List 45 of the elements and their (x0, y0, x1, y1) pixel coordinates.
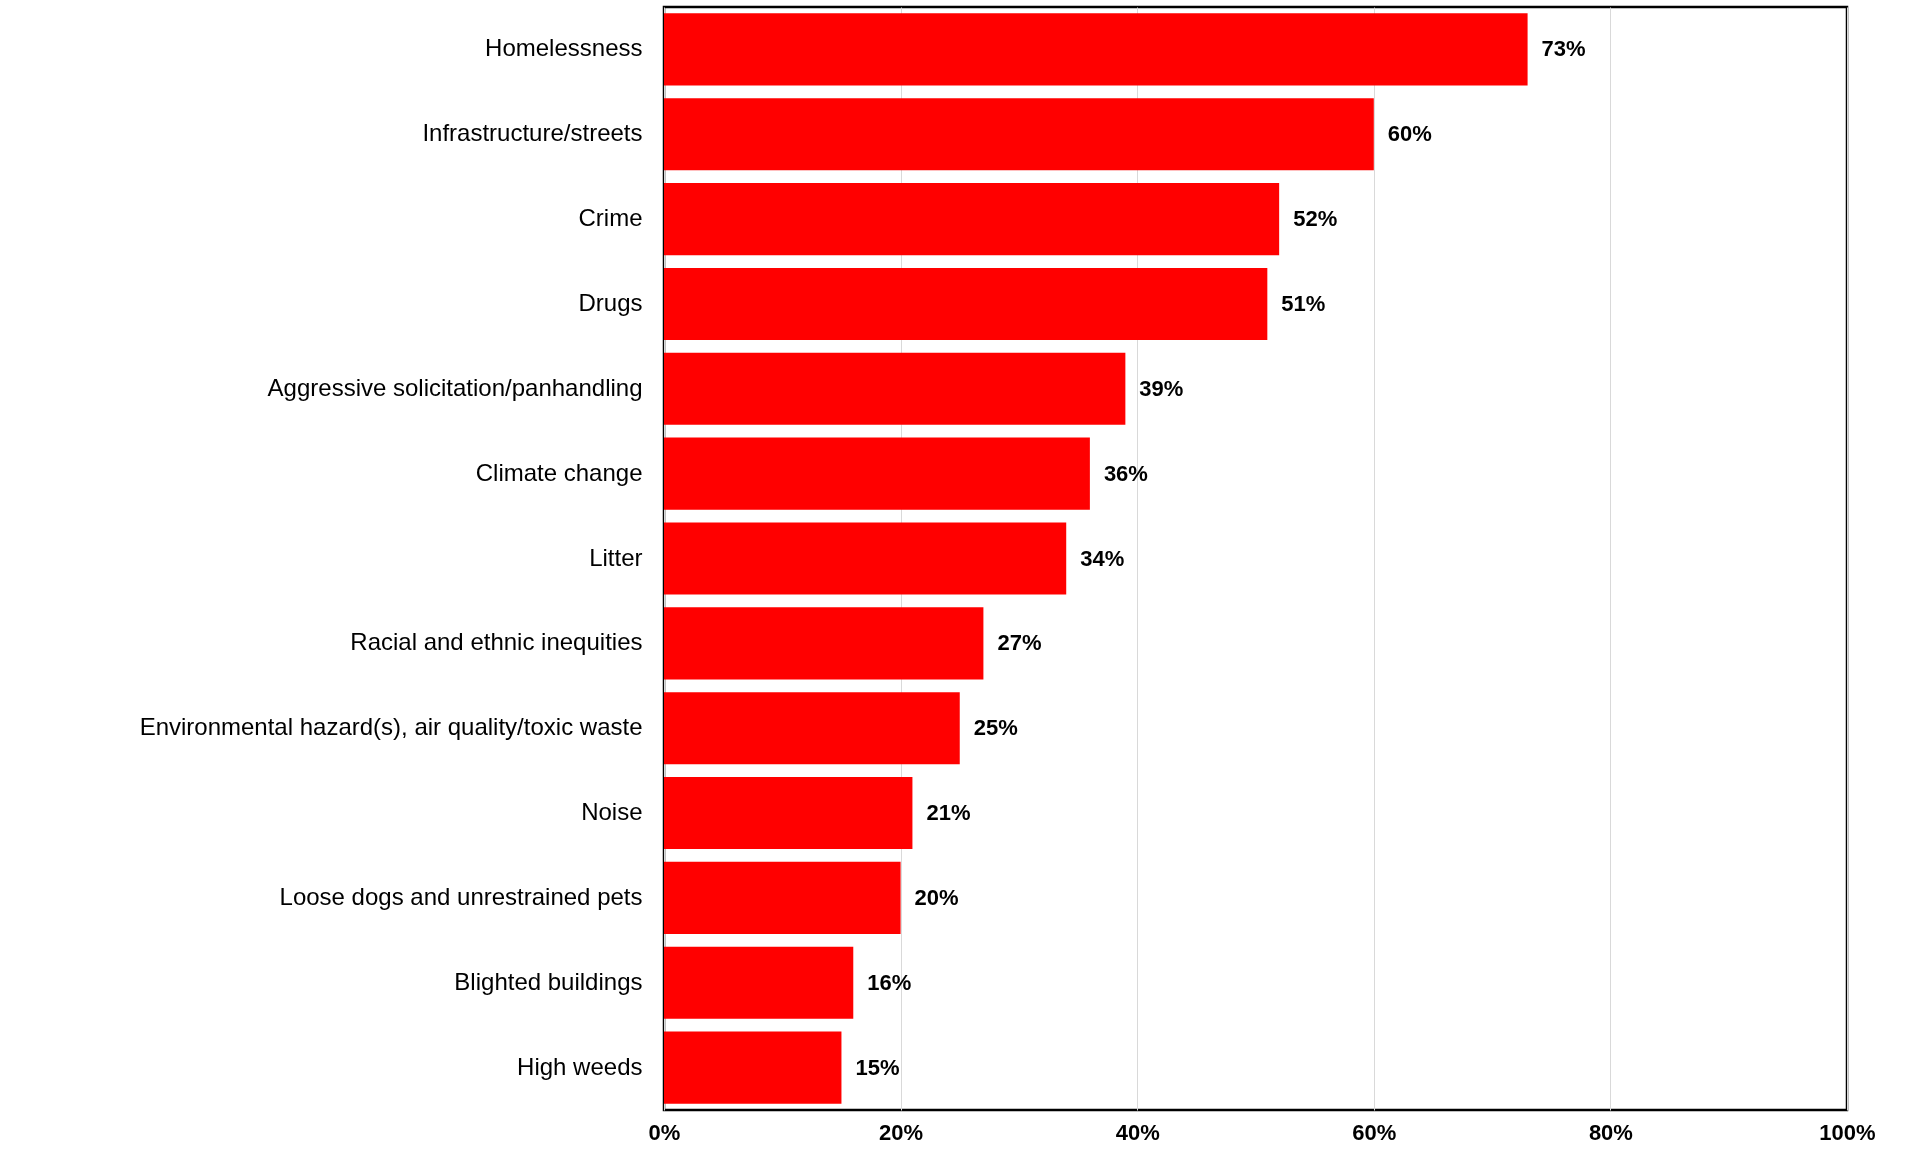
bar (664, 267, 1268, 341)
bar (664, 692, 960, 765)
x-tick-label: 40% (1115, 1119, 1160, 1145)
data-label: 39% (1139, 375, 1184, 401)
y-tick-label: High weeds (517, 1052, 643, 1080)
y-tick-label: Homelessness (485, 34, 643, 62)
data-label: 34% (1080, 545, 1125, 571)
x-tick-label: 20% (879, 1119, 924, 1145)
data-label: 52% (1293, 206, 1338, 232)
y-tick-label: Noise (581, 798, 643, 826)
bar (664, 861, 901, 934)
bar (664, 946, 854, 1019)
bar (664, 1031, 842, 1104)
bar (664, 13, 1528, 86)
y-tick-label: Infrastructure/streets (422, 119, 643, 147)
y-tick-label: Blighted buildings (454, 967, 643, 995)
bar (664, 776, 913, 850)
data-label: 16% (867, 969, 912, 995)
data-label: 27% (997, 630, 1042, 656)
bar (664, 352, 1126, 425)
y-tick-label: Crime (578, 204, 643, 232)
y-tick-label: Aggressive solicitation/panhandling (267, 373, 643, 401)
bar (664, 183, 1280, 256)
bar (664, 522, 1067, 595)
y-tick-label: Racial and ethnic inequities (350, 628, 643, 656)
x-tick-label: 80% (1588, 1119, 1633, 1145)
x-tick-label: 0% (648, 1119, 681, 1145)
bar (664, 98, 1374, 171)
bar (664, 607, 984, 680)
x-tick-label: 100% (1819, 1119, 1876, 1145)
data-label: 20% (914, 884, 959, 910)
y-tick-label: Loose dogs and unrestrained pets (279, 882, 643, 910)
bar (664, 437, 1090, 510)
data-label: 36% (1103, 460, 1148, 486)
x-tick-label: 60% (1352, 1119, 1397, 1145)
y-tick-label: Litter (589, 543, 643, 571)
data-label: 25% (973, 715, 1018, 741)
data-label: 73% (1541, 36, 1586, 62)
data-label: 51% (1281, 290, 1326, 316)
y-tick-label: Environmental hazard(s), air quality/toxic waste (139, 713, 643, 741)
data-label: 15% (855, 1054, 900, 1080)
data-label: 60% (1387, 121, 1432, 147)
y-tick-label: Climate change (475, 458, 643, 486)
y-tick-label: Drugs (578, 288, 643, 316)
data-label: 21% (926, 800, 971, 826)
